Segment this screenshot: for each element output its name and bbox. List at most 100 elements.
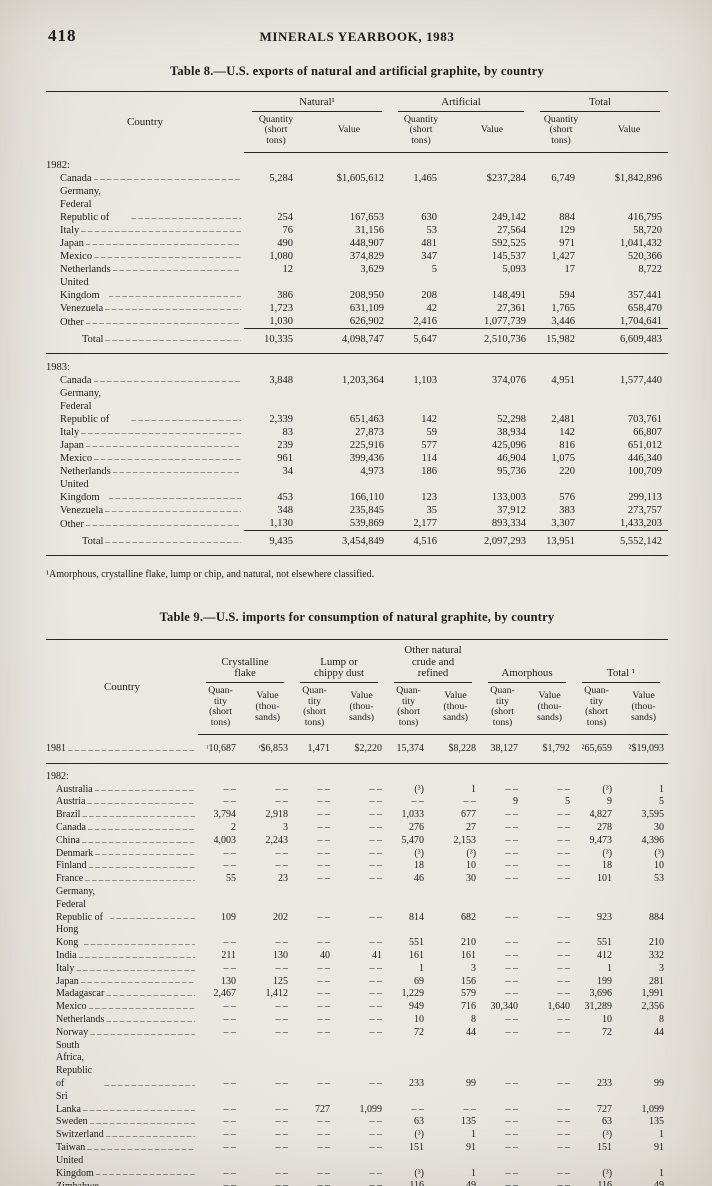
dash-leader	[95, 784, 195, 796]
value-cell: – –	[369, 1129, 383, 1141]
dash-leader	[104, 1079, 195, 1091]
value-cell: 40	[320, 950, 331, 962]
dash-leader	[105, 505, 241, 517]
empty-cell	[244, 354, 668, 375]
table8-footnote: ¹Amorphous, crystalline flake, lump or c…	[46, 569, 375, 581]
value-cell: 961	[277, 453, 293, 465]
country-row: United Kingdom – – – – – – – – (³) 1 – – – – (³) 1	[46, 1155, 668, 1181]
row-label: Australia	[56, 783, 93, 795]
value-cell: (³)	[414, 1129, 425, 1141]
value-cell: – –	[223, 1078, 237, 1089]
value-cell: 91	[654, 1141, 665, 1153]
country-row: Mexico 961 399,436 114 46,904 1,075 446,340	[46, 452, 668, 465]
table9: Country Crystalline flake Lump or chippy…	[46, 639, 669, 1186]
row-label-cell: Finland	[46, 860, 198, 873]
value-cell: 677	[461, 809, 477, 821]
value-cell: 30,340	[490, 1001, 519, 1013]
value-cell: 186	[421, 466, 437, 478]
value-cell: 208,950	[349, 290, 384, 302]
value-cell: 66,807	[633, 427, 663, 439]
dash-leader	[105, 536, 241, 548]
row-label: Other	[60, 518, 84, 530]
table8-title: Table 8.—U.S. exports of natural and art…	[170, 64, 544, 78]
value-cell: – –	[505, 975, 519, 987]
row-label: Total	[82, 536, 104, 548]
value-cell: 63	[602, 1116, 613, 1128]
value-cell: 199	[597, 975, 613, 987]
section-row: 1983:	[46, 354, 668, 375]
group-header-natural: Natural¹	[244, 92, 390, 112]
row-label-cell: Total	[46, 530, 244, 557]
value-cell: 374,829	[349, 251, 384, 263]
row-label: Canada	[60, 173, 92, 185]
country-row: Sri Lanka – – – – 727 1,099 – – – – – – – – 727 1,…	[46, 1091, 668, 1117]
value-cell: – –	[557, 1180, 571, 1186]
value-cell: 399,436	[349, 453, 384, 465]
value-cell: – –	[223, 860, 237, 872]
value-cell: – –	[275, 1014, 289, 1026]
value-cell: – –	[505, 834, 519, 846]
row-label-cell: Italy	[46, 426, 244, 439]
country-row: Taiwan – – – – – – – – 151 91 – – – – 151 91	[46, 1142, 668, 1155]
value-cell: 2,481	[551, 414, 576, 426]
value-cell: (³)	[602, 1129, 613, 1141]
dash-leader	[131, 414, 241, 426]
value-cell: 23	[278, 873, 289, 885]
table8-header: Country Natural¹ Artificial Total Quanti…	[46, 92, 669, 153]
group-header-total: Total ¹	[574, 640, 668, 683]
year-row: 1981 ʳ10,687ʳ$6,8531,471$2,22015,374$8,22…	[46, 734, 669, 764]
value-cell: – –	[275, 1180, 289, 1186]
subheader-quantity: Quan- tity (short tons)	[198, 682, 243, 736]
table8-body: 1982:Canada5,284$1,605,6121,465$237,2846…	[46, 152, 669, 557]
row-label: South Africa, Republic of	[56, 1039, 93, 1089]
value-cell: – –	[275, 1026, 289, 1038]
country-row: Venezuela 348 235,845 35 37,912 383 273,757	[46, 504, 668, 517]
value-cell: – –	[369, 809, 383, 821]
value-cell: – –	[557, 847, 571, 859]
table9-title: Table 9.—U.S. imports for consumption of…	[159, 610, 555, 625]
value-cell: – –	[317, 988, 331, 1000]
value-cell: 539,869	[349, 518, 384, 530]
row-label-cell: China	[46, 835, 198, 848]
value-cell: 2	[231, 822, 236, 834]
value-cell: 949	[409, 1001, 425, 1013]
value-cell: 225,916	[349, 440, 384, 452]
value-cell: – –	[411, 1103, 425, 1115]
value-cell: 99	[466, 1078, 477, 1089]
value-cell: 386	[277, 290, 293, 302]
value-cell: 551	[597, 937, 613, 949]
row-label: Italy	[56, 962, 75, 974]
value-cell: 278	[597, 822, 613, 834]
value-cell: 2,510,736	[452, 328, 533, 355]
value-cell: 576	[559, 492, 576, 504]
value-cell: 3,595	[641, 809, 665, 821]
value-cell: 816	[559, 440, 576, 452]
value-cell: 299,113	[628, 492, 663, 504]
dash-leader	[105, 303, 241, 315]
page-header: 418 MINERALS YEARBOOK, 1983	[46, 26, 668, 50]
value-cell: – –	[557, 1141, 571, 1153]
row-label: Hong Kong	[56, 924, 79, 949]
value-cell: 6,749	[551, 173, 576, 185]
value-cell: – –	[317, 962, 331, 974]
value-cell: 1,427	[551, 251, 576, 263]
value-cell: – –	[557, 1103, 571, 1115]
row-label: Brazil	[56, 809, 81, 821]
dash-leader	[113, 264, 241, 276]
empty-cell	[244, 152, 668, 172]
value-cell: 971	[559, 238, 576, 250]
row-label: Italy	[60, 225, 80, 237]
value-cell: – –	[317, 1026, 331, 1038]
value-cell: 142	[421, 414, 437, 426]
row-label-cell: Other	[46, 315, 244, 329]
value-cell: 30	[466, 873, 477, 885]
value-cell: 1	[471, 1129, 477, 1141]
row-label: Total	[82, 334, 104, 346]
value-cell: – –	[223, 1001, 237, 1013]
value-cell: – –	[369, 847, 383, 859]
country-row: Canada 3,848 1,203,364 1,103 374,076 4,951 1,5…	[46, 374, 668, 387]
country-row: Japan 490 448,907 481 592,525 971 1,041,432	[46, 237, 668, 250]
value-cell: 116	[409, 1180, 425, 1186]
value-cell: 53	[654, 873, 665, 885]
value-cell: – –	[317, 975, 331, 987]
